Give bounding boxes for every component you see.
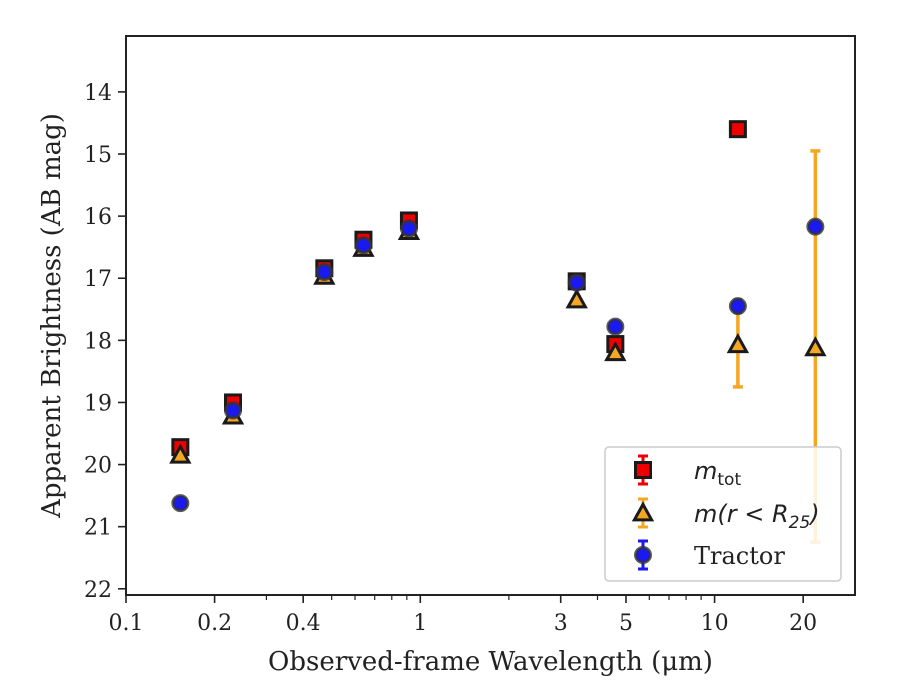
x-axis-title: Observed-frame Wavelength (μm): [268, 647, 713, 677]
axes-layer: 14 15 16 17 18 19 20 21 22 0.1 0.2 0.4 1 3 5 10 20: [84, 35, 856, 636]
marker-layer: [169, 120, 827, 513]
point-triangle-0: [169, 443, 192, 464]
point-triangle-5: [565, 288, 588, 309]
point-circle-2: [315, 263, 334, 282]
legend-label: mtot: [694, 457, 741, 490]
legend: mtot m(r < R25) Tractor: [604, 446, 842, 582]
y-tick-label: 17: [84, 267, 112, 292]
legend-marker-square: [634, 461, 652, 479]
legend-marker-triangle: [631, 501, 655, 522]
y-tick-label: 20: [84, 454, 112, 479]
x-tick-label: 5: [619, 611, 633, 636]
x-tick-label: 20: [789, 611, 817, 636]
point-circle-1: [224, 401, 243, 420]
plot-frame: [125, 35, 856, 596]
x-tick-label: 1: [413, 611, 427, 636]
legend-label: Tractor: [694, 542, 785, 570]
y-axis-title: Apparent Brightness (AB mag): [37, 113, 67, 519]
x-tick-label: 0.2: [197, 611, 232, 636]
legend-entry-square: mtot: [634, 454, 741, 490]
point-triangle-6: [604, 341, 627, 362]
y-tick-label: 15: [84, 143, 112, 168]
point-circle-3: [354, 236, 373, 255]
point-triangle-8: [804, 336, 827, 357]
x-tick-label: 10: [701, 611, 729, 636]
legend-marker-circle: [634, 546, 652, 564]
y-tick-label: 18: [84, 329, 112, 354]
x-tick-label: 3: [554, 611, 568, 636]
x-tick-label: 0.1: [109, 611, 144, 636]
point-circle-6: [606, 317, 625, 336]
y-tick-label: 21: [84, 516, 112, 541]
y-tick-label: 16: [84, 205, 112, 230]
point-circle-8: [806, 217, 825, 236]
point-circle-7: [728, 297, 747, 316]
point-triangle-7: [726, 332, 750, 354]
y-tick-label: 22: [84, 578, 112, 603]
point-square-7: [728, 120, 747, 139]
legend-label: m(r < R25): [694, 500, 820, 533]
point-circle-4: [399, 219, 418, 238]
point-circle-0: [171, 494, 190, 513]
legend-box: [604, 446, 842, 582]
y-tick-label: 19: [84, 391, 112, 416]
legend-entry-circle: Tractor: [634, 539, 785, 571]
y-tick-label: 14: [84, 81, 112, 106]
x-tick-label: 0.4: [286, 611, 321, 636]
point-circle-5: [567, 273, 586, 292]
legend-entry-triangle: m(r < R25): [631, 497, 820, 533]
